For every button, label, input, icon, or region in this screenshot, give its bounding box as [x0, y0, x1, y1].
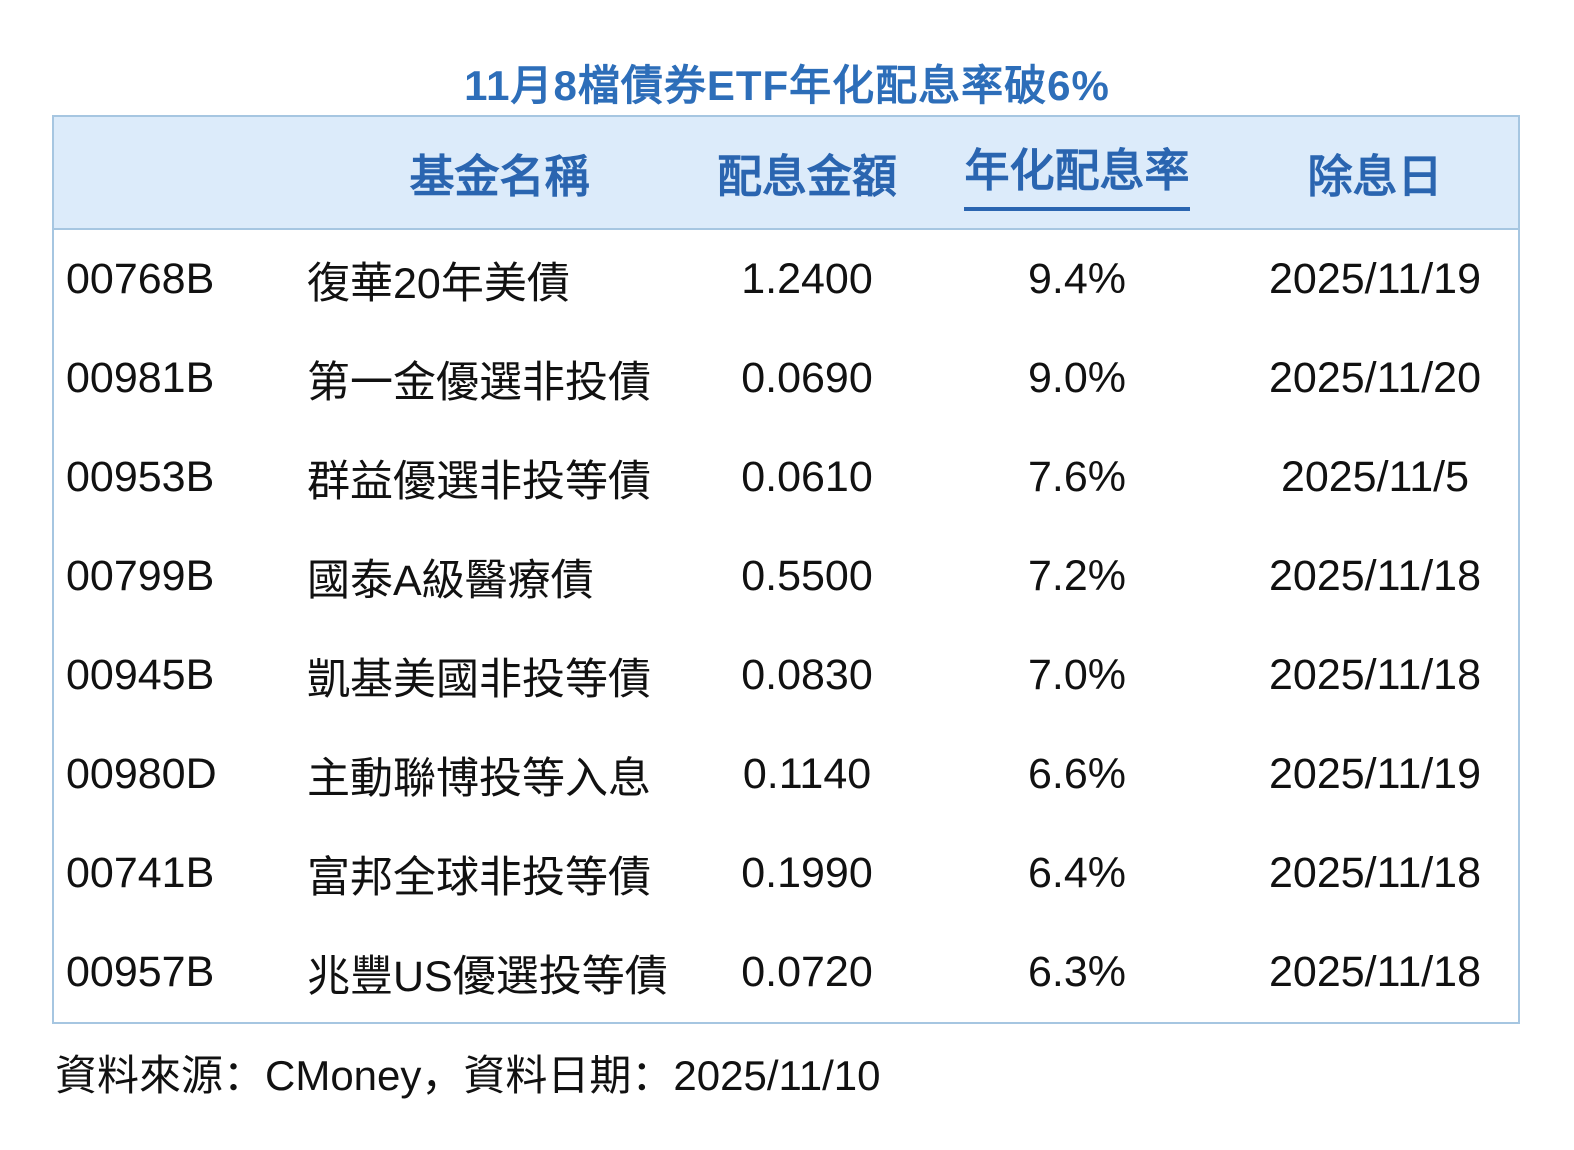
header-annualized-yield: 年化配息率 — [922, 134, 1232, 211]
table-row: 00980D 主動聯博投等入息 0.1140 6.6% 2025/11/19 — [54, 725, 1518, 824]
header-dividend-amount: 配息金額 — [716, 151, 897, 202]
annualized-yield: 6.3% — [1027, 948, 1126, 996]
table-row: 00953B 群益優選非投等債 0.0610 7.6% 2025/11/5 — [54, 428, 1518, 527]
annualized-yield: 7.6% — [1027, 453, 1126, 501]
fund-name: 復華20年美債 — [307, 259, 570, 308]
dividend-amount: 1.2400 — [741, 255, 873, 303]
table-row: 00741B 富邦全球非投等債 0.1990 6.4% 2025/11/18 — [54, 824, 1518, 923]
fund-code: 00953B — [66, 453, 215, 501]
annualized-yield: 9.0% — [1027, 354, 1126, 402]
dividend-amount: 0.0610 — [741, 453, 873, 501]
fund-code: 00741B — [66, 849, 215, 897]
ex-dividend-date: 2025/11/5 — [1280, 453, 1470, 501]
fund-name: 富邦全球非投等債 — [307, 853, 651, 902]
ex-dividend-date: 2025/11/18 — [1268, 552, 1482, 600]
annualized-yield: 6.4% — [1027, 849, 1126, 897]
fund-code: 00799B — [66, 552, 215, 600]
table-row: 00981B 第一金優選非投債 0.0690 9.0% 2025/11/20 — [54, 329, 1518, 428]
fund-name: 兆豐US優選投等債 — [307, 952, 668, 1001]
fund-code: 00957B — [66, 948, 215, 996]
fund-code: 00945B — [66, 651, 215, 699]
header-ex-dividend-date: 除息日 — [1307, 151, 1443, 202]
data-source-note: 資料來源：CMoney，資料日期：2025/11/10 — [55, 1052, 881, 1099]
fund-name: 第一金優選非投債 — [307, 358, 651, 407]
ex-dividend-date: 2025/11/18 — [1268, 651, 1482, 699]
table-row: 00799B 國泰A級醫療債 0.5500 7.2% 2025/11/18 — [54, 527, 1518, 626]
fund-code: 00981B — [66, 354, 215, 402]
table-header-row: 基金名稱 配息金額 年化配息率 除息日 — [54, 117, 1518, 230]
header-fund-name: 基金名稱 — [409, 151, 590, 202]
etf-dividend-table: 基金名稱 配息金額 年化配息率 除息日 00768B 復華20年美債 1.240… — [52, 115, 1520, 1024]
annualized-yield: 9.4% — [1027, 255, 1126, 303]
annualized-yield: 7.2% — [1027, 552, 1126, 600]
ex-dividend-date: 2025/11/19 — [1268, 255, 1482, 303]
fund-name: 群益優選非投等債 — [307, 457, 651, 506]
fund-name: 主動聯博投等入息 — [307, 754, 651, 803]
page-title: 11月8檔債券ETF年化配息率破6% — [464, 62, 1110, 109]
dividend-amount: 0.0830 — [741, 651, 873, 699]
table-row: 00957B 兆豐US優選投等債 0.0720 6.3% 2025/11/18 — [54, 923, 1518, 1022]
ex-dividend-date: 2025/11/18 — [1268, 849, 1482, 897]
annualized-yield: 7.0% — [1027, 651, 1126, 699]
fund-name: 國泰A級醫療債 — [307, 556, 594, 605]
annualized-yield-underline: 年化配息率 — [964, 134, 1190, 211]
ex-dividend-date: 2025/11/18 — [1268, 948, 1482, 996]
dividend-amount: 0.1990 — [741, 849, 873, 897]
ex-dividend-date: 2025/11/20 — [1268, 354, 1482, 402]
fund-code: 00768B — [66, 255, 215, 303]
table-row: 00768B 復華20年美債 1.2400 9.4% 2025/11/19 — [54, 230, 1518, 329]
dividend-amount: 0.0720 — [741, 948, 873, 996]
fund-name: 凱基美國非投等債 — [307, 655, 651, 704]
dividend-amount: 0.1140 — [742, 750, 872, 798]
dividend-amount: 0.0690 — [741, 354, 873, 402]
fund-code: 00980D — [66, 750, 217, 798]
annualized-yield: 6.6% — [1027, 750, 1126, 798]
dividend-amount: 0.5500 — [741, 552, 873, 600]
table-row: 00945B 凱基美國非投等債 0.0830 7.0% 2025/11/18 — [54, 626, 1518, 725]
ex-dividend-date: 2025/11/19 — [1268, 750, 1482, 798]
